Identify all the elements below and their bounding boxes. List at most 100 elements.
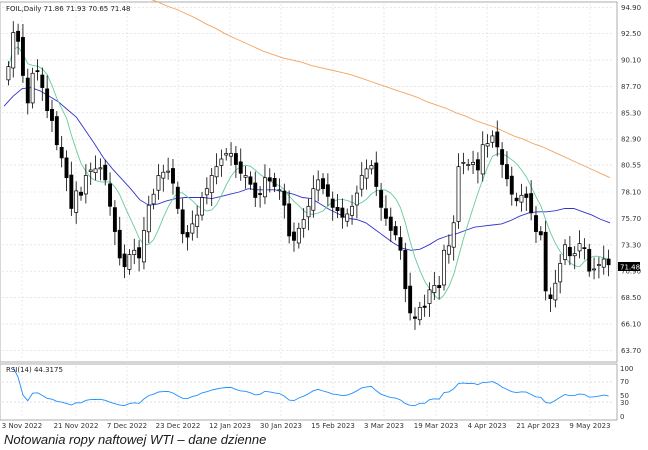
candle-body — [301, 219, 306, 229]
candle-body — [35, 70, 40, 72]
rsi-label: RSI(14) 44.3175 — [6, 366, 63, 374]
candle-body — [282, 190, 287, 206]
candle-body — [200, 197, 204, 216]
candle-body — [587, 249, 592, 272]
candle-body — [519, 194, 524, 203]
candle-body — [461, 161, 466, 164]
candle-body — [359, 175, 364, 190]
ma-long-line — [150, 0, 611, 179]
candle-body — [93, 168, 98, 173]
rsi-axis: 100 70 50 30 0 — [620, 365, 633, 421]
candle-body — [330, 198, 335, 208]
x-tick-label: 21 Apr 2023 — [516, 422, 559, 430]
candle-body — [345, 213, 350, 222]
candles — [6, 21, 611, 330]
candle-body — [364, 168, 369, 179]
candle-body — [175, 186, 180, 209]
candle-body — [11, 32, 16, 69]
candle-body — [117, 229, 122, 259]
candle-body — [137, 247, 142, 259]
candle-body — [388, 216, 393, 231]
candle-body — [238, 161, 243, 174]
candle-body — [558, 263, 563, 283]
x-tick-label: 3 Nov 2022 — [2, 422, 42, 430]
candle-body — [592, 268, 597, 271]
y-tick-label: 82.90 — [621, 136, 641, 144]
candle-body — [543, 231, 548, 292]
candle-body — [567, 247, 572, 257]
candle-body — [204, 188, 209, 196]
candle-body — [572, 253, 577, 257]
y-tick-label: 70.90 — [621, 268, 641, 276]
candle-body — [25, 77, 30, 104]
candle-body — [471, 161, 476, 165]
candle-body — [83, 175, 88, 195]
candle-body — [16, 30, 21, 42]
candle-body — [350, 205, 355, 216]
y-tick-label: 73.30 — [621, 241, 641, 249]
candle-body — [596, 264, 601, 266]
candle-body — [606, 258, 611, 266]
candle-body — [272, 178, 277, 187]
y-tick-label: 90.10 — [621, 57, 641, 65]
last-price-marker: 71.48 — [618, 262, 640, 272]
candle-body — [146, 204, 151, 233]
candle-body — [490, 135, 495, 143]
candle-body — [563, 244, 567, 260]
candle-body — [30, 72, 35, 104]
candle-body — [485, 143, 490, 147]
y-tick-label: 75.70 — [621, 215, 641, 223]
candle-body — [127, 254, 132, 270]
candle-body — [243, 175, 248, 178]
x-axis: 3 Nov 2022 21 Nov 2022 7 Dec 2022 23 Dec 20… — [2, 422, 611, 430]
candle-body — [451, 222, 456, 248]
candle-body — [253, 182, 258, 198]
candle-body — [442, 249, 446, 286]
candle-body — [151, 193, 156, 205]
candle-body — [369, 165, 374, 170]
candle-body — [495, 131, 500, 148]
candle-body — [398, 237, 403, 251]
candle-body — [132, 249, 137, 256]
x-tick-label: 23 Dec 2022 — [156, 422, 201, 430]
candle-body — [59, 147, 64, 159]
candle-body — [74, 190, 79, 213]
candle-body — [325, 184, 330, 197]
candle-body — [582, 247, 587, 249]
x-tick-label: 9 May 2023 — [569, 422, 610, 430]
candle-body — [69, 174, 74, 209]
candle-body — [553, 282, 558, 301]
candle-body — [296, 227, 301, 244]
svg-text:50: 50 — [620, 392, 629, 400]
y-tick-label: 68.50 — [621, 294, 641, 302]
y-tick-label: 78.10 — [621, 188, 641, 196]
candle-body — [214, 166, 219, 178]
candle-body — [224, 153, 229, 156]
candle-body — [277, 189, 282, 192]
chart-caption: Notowania ropy naftowej WTI – dane dzien… — [4, 432, 267, 447]
candle-body — [219, 158, 224, 166]
candle-body — [292, 231, 296, 241]
candle-body — [466, 164, 471, 166]
candle-body — [122, 253, 127, 268]
candle-body — [538, 231, 543, 236]
rsi-line — [12, 367, 609, 407]
candle-body — [156, 175, 161, 191]
candle-body — [504, 164, 509, 180]
candle-body — [311, 188, 316, 211]
candle-body — [98, 167, 103, 170]
candle-body — [534, 215, 538, 232]
candle-body — [166, 170, 171, 173]
chart-header: FOIL,Daily 71.86 71.93 70.65 71.48 — [6, 5, 131, 13]
svg-text:70: 70 — [620, 378, 629, 386]
candle-body — [316, 179, 321, 191]
y-tick-label: 80.55 — [621, 162, 641, 170]
candle-body — [354, 192, 359, 206]
candle-body — [262, 177, 267, 198]
candle-body — [340, 207, 345, 218]
candle-body — [6, 66, 11, 81]
candle-body — [529, 193, 534, 214]
candle-body — [195, 214, 200, 227]
x-tick-label: 12 Jan 2023 — [209, 422, 251, 430]
